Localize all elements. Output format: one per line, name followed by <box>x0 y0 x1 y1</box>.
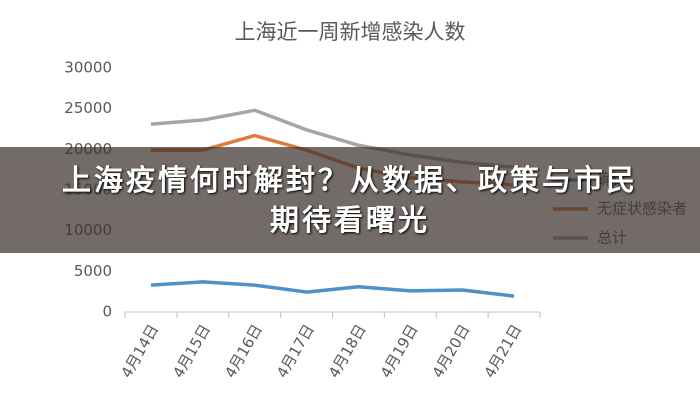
series-line <box>150 280 515 298</box>
x-tick-label: 4月20日 <box>429 321 474 381</box>
x-tick-label: 4月19日 <box>377 321 422 381</box>
x-tick-label: 4月16日 <box>221 321 266 381</box>
banner-title: 上海疫情何时解封？从数据、政策与市民期待看曙光 <box>61 163 638 237</box>
y-tick-label: 0 <box>102 303 112 321</box>
x-tick-label: 4月15日 <box>169 321 214 381</box>
x-tick-label: 4月18日 <box>325 321 370 381</box>
chart-title: 上海近一周新增感染人数 <box>235 20 466 44</box>
y-tick-label: 25000 <box>64 99 112 117</box>
y-tick-label: 30000 <box>64 59 112 77</box>
x-tick-label: 4月17日 <box>273 321 318 381</box>
banner: 上海疫情何时解封？从数据、政策与市民期待看曙光 <box>0 147 700 253</box>
x-tick-label: 4月14日 <box>117 321 162 381</box>
y-tick-label: 5000 <box>74 262 112 280</box>
x-tick-label: 4月21日 <box>481 321 526 381</box>
